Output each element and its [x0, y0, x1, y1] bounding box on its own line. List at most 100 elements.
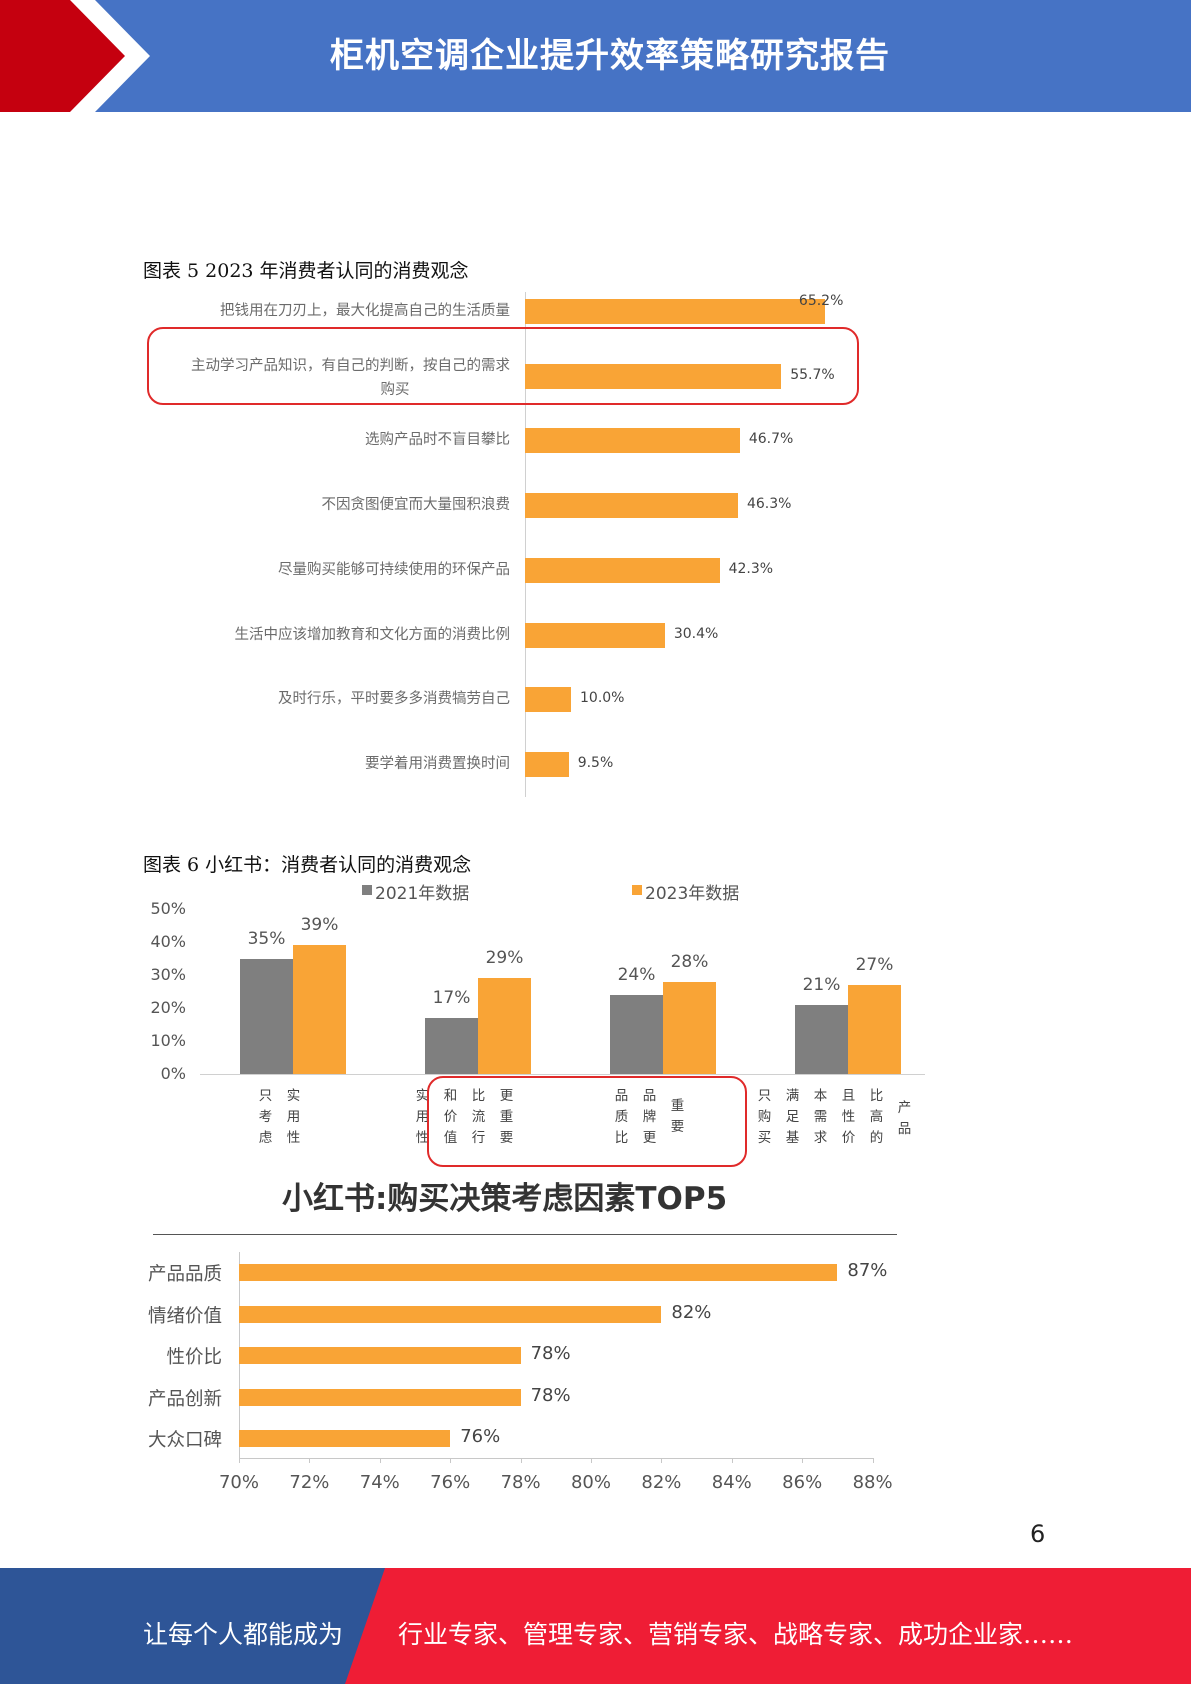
figure5-bar — [525, 557, 720, 583]
figure7-x-tickmark — [802, 1458, 804, 1463]
figure5-category-label: 要学着用消费置换时间 — [130, 752, 510, 776]
figure7-value-label: 78% — [530, 1343, 571, 1364]
figure7-category-label: 大众口碑 — [147, 1430, 222, 1451]
figure7-x-tick: 82% — [641, 1472, 682, 1493]
figure5-bar — [525, 687, 571, 713]
page-number: 6 — [1030, 1520, 1046, 1548]
figure6-category-column: 本需求 — [813, 1088, 828, 1146]
figure6-value-label: 35% — [247, 928, 286, 949]
figure5-category-label: 选购产品时不盲目攀比 — [130, 428, 510, 452]
figure6-value-label: 28% — [670, 951, 709, 972]
figure5-highlight-box — [147, 327, 859, 405]
figure5-category-label: 生活中应该增加教育和文化方面的消费比例 — [130, 623, 511, 647]
figure7-x-tickmark — [239, 1458, 240, 1463]
figure6-y-tick: 40% — [150, 932, 186, 951]
figure6-legend-label: 2021年数据 — [375, 884, 470, 904]
figure5-category-line: 尽量购买能够可持续使用的环保产品 — [278, 561, 510, 578]
figure6-category-column: 只购买 — [757, 1088, 772, 1146]
figure7-category-label: 产品创新 — [147, 1388, 222, 1410]
figure6-value-label: 21% — [802, 974, 841, 995]
figure6-highlight-box — [427, 1076, 747, 1167]
figure7-x-tick: 72% — [289, 1472, 330, 1493]
figure5-category-line: 不因贪图便宜而大量囤积浪费 — [321, 497, 511, 514]
figure7-category-label: 情绪价值 — [147, 1305, 222, 1327]
figure6-value-label: 39% — [300, 915, 339, 936]
figure5-value-label: 42.3% — [728, 560, 774, 577]
figure7-category-label: 产品品质 — [147, 1264, 222, 1285]
figure7-x-tickmark — [591, 1458, 592, 1463]
figure5-value-label: 9.5% — [577, 754, 614, 771]
footer-slogan-right: 行业专家、管理专家、营销专家、战略专家、成功企业家…… — [398, 1620, 1074, 1649]
figure6-category-column: 更重要 — [499, 1088, 514, 1146]
figure6-category-column: 产品 — [897, 1100, 912, 1137]
figure7-x-tick: 86% — [782, 1472, 823, 1493]
figure5-category-label: 不因贪图便宜而大量囤积浪费 — [130, 493, 511, 517]
figure6-value-label: 27% — [855, 954, 894, 975]
figure6-x-axis — [200, 1074, 925, 1075]
figure6-bar — [848, 984, 901, 1074]
figure7-bar — [239, 1305, 662, 1323]
figure5-value-label: 46.7% — [748, 431, 794, 448]
figure7-x-tickmark — [731, 1458, 733, 1463]
figure5-bar — [525, 299, 825, 324]
figure6-y-tick: 30% — [150, 965, 186, 984]
figure6-value-label: 24% — [617, 964, 656, 985]
figure7-x-tickmark — [661, 1458, 663, 1463]
figure5-bar — [525, 428, 740, 454]
figure6-category-column: 比高的 — [869, 1088, 884, 1146]
figure7-x-tickmark — [379, 1458, 381, 1463]
figure7-bar — [239, 1264, 838, 1281]
figure6-legend-label: 2023年数据 — [645, 884, 740, 904]
figure6-y-tick: 10% — [150, 1031, 186, 1050]
figure5-category-label: 及时行乐，平时要多多消费犒劳自己 — [130, 687, 510, 711]
figure6-legend-swatch — [362, 885, 372, 895]
figure7-x-tick: 80% — [570, 1472, 611, 1493]
figure6-value-label: 29% — [485, 948, 524, 969]
figure6-bar — [795, 1004, 848, 1074]
figure6-category-column: 品质比 — [614, 1088, 629, 1146]
figure6-y-tick: 20% — [150, 998, 186, 1017]
footer-banner — [0, 1568, 1191, 1684]
figure6-legend-swatch — [632, 885, 642, 895]
figure5-bar — [525, 363, 782, 389]
figure7-category-label: 性价比 — [166, 1347, 222, 1368]
figure6-category-column: 和价值 — [443, 1088, 458, 1146]
figure6-category-column: 比流行 — [471, 1088, 486, 1146]
figure6-bar — [293, 945, 346, 1074]
figure7-x-tickmark — [309, 1458, 311, 1463]
figure5-category-line: 要学着用消费置换时间 — [365, 755, 510, 772]
figure7-value-label: 78% — [530, 1384, 571, 1406]
figure5-value-label: 30.4% — [673, 625, 719, 642]
figure5-category-line: 选购产品时不盲目攀比 — [365, 432, 510, 449]
figure5-bar — [525, 493, 738, 519]
figure7-x-axis — [239, 1458, 873, 1459]
figure6-y-tick: 50% — [150, 899, 186, 918]
figure6-bar — [240, 958, 293, 1074]
figure7-x-tick: 84% — [711, 1472, 752, 1493]
figure7-title: 小红书:购买决策考虑因素TOP5 — [282, 1181, 728, 1217]
figure5-value-label: 10.0% — [580, 690, 625, 707]
figure6-y-tick: 0% — [160, 1064, 186, 1083]
figure5-value-label: 55.7% — [790, 366, 835, 383]
figure7-value-label: 76% — [460, 1426, 501, 1447]
figure7-value-label: 82% — [671, 1301, 712, 1323]
figure7-title-rule — [153, 1234, 897, 1235]
figure5-value-label: 65.2% — [798, 293, 844, 309]
figure7-value-label: 87% — [847, 1260, 888, 1281]
figure7-x-tick: 74% — [359, 1472, 400, 1493]
figure5-category-label: 尽量购买能够可持续使用的环保产品 — [130, 558, 510, 582]
figure5-caption: 图表 5 2023 年消费者认同的消费观念 — [143, 260, 469, 282]
figure6-bar — [663, 981, 716, 1074]
figure6-bar — [610, 994, 663, 1074]
figure6-category-column: 实用性 — [415, 1088, 430, 1146]
figure6-bar — [425, 1017, 478, 1074]
figure6-category-column: 且性价 — [841, 1088, 856, 1146]
figure6-value-label: 17% — [432, 987, 471, 1008]
report-title: 柜机空调企业提升效率策略研究报告 — [330, 36, 890, 76]
figure7-x-tickmark — [520, 1458, 522, 1463]
figure7-bar — [239, 1430, 451, 1447]
figure6-category-column: 品牌更 — [642, 1088, 657, 1146]
figure5-category-label: 主动学习产品知识，有自己的判断，按自己的需求 购买 — [130, 354, 510, 402]
figure5-category-line: 购买 — [380, 381, 410, 398]
footer-slogan-left: 让每个人都能成为 — [143, 1620, 344, 1649]
